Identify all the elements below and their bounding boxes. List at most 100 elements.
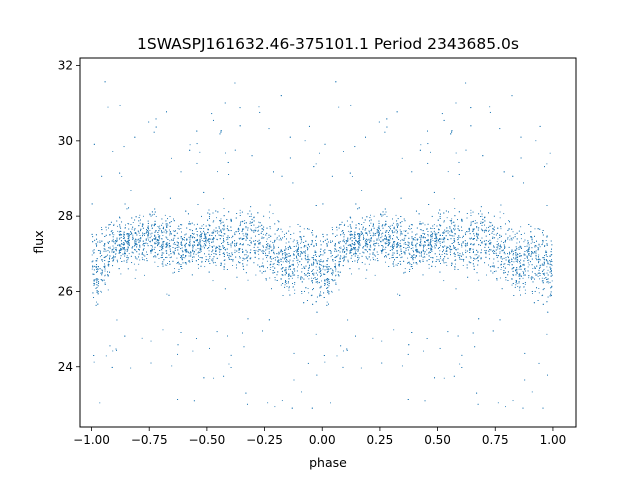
data-point — [551, 280, 553, 282]
data-point — [404, 237, 406, 239]
data-point — [259, 225, 261, 227]
data-point — [234, 249, 236, 251]
data-point — [159, 235, 161, 237]
data-point — [497, 244, 499, 246]
data-point — [382, 245, 384, 247]
data-point — [212, 221, 214, 223]
data-point — [399, 246, 401, 248]
data-point — [258, 221, 260, 223]
data-point — [294, 289, 296, 291]
data-point — [320, 264, 322, 266]
data-point — [94, 283, 96, 285]
data-point — [307, 248, 309, 250]
data-point — [393, 245, 395, 247]
data-point — [343, 238, 345, 240]
data-point — [503, 213, 505, 215]
data-point — [397, 293, 399, 295]
data-point — [430, 246, 432, 248]
data-point — [332, 260, 334, 262]
data-point — [441, 253, 443, 255]
data-point — [517, 256, 519, 258]
data-point — [335, 270, 337, 272]
data-point — [269, 217, 270, 219]
data-point — [134, 241, 135, 243]
data-point — [530, 254, 532, 256]
data-point — [336, 229, 338, 231]
data-point — [419, 261, 421, 262]
data-point — [250, 257, 252, 259]
data-point — [177, 228, 179, 229]
data-point — [361, 232, 363, 234]
data-point — [159, 225, 161, 227]
data-point — [227, 243, 229, 245]
data-point — [423, 350, 425, 352]
data-point — [307, 261, 309, 263]
data-point — [372, 257, 374, 259]
data-point — [315, 240, 316, 241]
data-point — [474, 235, 476, 237]
data-point — [250, 228, 252, 230]
data-point — [358, 259, 359, 261]
data-point — [481, 215, 483, 217]
data-point — [162, 222, 164, 224]
data-point — [478, 279, 480, 281]
data-point — [408, 228, 410, 229]
data-point — [486, 227, 488, 229]
data-point — [509, 264, 510, 266]
data-point — [120, 236, 122, 238]
data-point — [239, 225, 241, 227]
data-point — [193, 233, 195, 235]
data-point — [142, 232, 143, 234]
data-point — [301, 268, 303, 269]
data-point — [509, 253, 510, 255]
data-point — [424, 233, 426, 234]
data-point — [112, 238, 114, 240]
data-point — [469, 256, 471, 257]
data-point — [292, 241, 294, 243]
data-point — [155, 215, 157, 217]
data-point — [412, 249, 414, 251]
data-point — [536, 245, 538, 247]
data-point — [96, 301, 97, 303]
data-point — [308, 258, 310, 260]
data-point — [311, 263, 313, 265]
data-point — [532, 293, 533, 294]
data-point — [522, 277, 524, 279]
data-point — [334, 248, 336, 250]
data-point — [217, 171, 218, 173]
data-point — [484, 229, 485, 231]
data-point — [286, 259, 288, 261]
data-point — [109, 246, 111, 248]
data-point — [133, 263, 135, 265]
data-point — [273, 252, 274, 254]
data-point — [300, 254, 302, 256]
data-point — [401, 365, 403, 367]
data-point — [419, 229, 421, 231]
data-point — [514, 233, 516, 235]
data-point — [255, 249, 257, 251]
data-point — [166, 293, 168, 295]
data-point — [440, 245, 441, 247]
data-point — [142, 227, 144, 229]
data-point — [107, 289, 109, 291]
data-point — [443, 221, 445, 223]
data-point — [424, 256, 425, 258]
data-point — [347, 230, 349, 232]
data-point — [203, 224, 205, 226]
data-point — [391, 254, 393, 256]
data-point — [103, 245, 105, 247]
data-point — [499, 277, 501, 279]
data-point — [319, 152, 320, 154]
data-point — [400, 240, 401, 242]
data-point — [538, 254, 540, 256]
data-point — [293, 257, 295, 259]
data-point — [124, 249, 126, 251]
data-point — [443, 377, 445, 379]
data-point — [284, 233, 285, 235]
data-point — [532, 268, 534, 269]
data-point — [134, 244, 136, 246]
data-point — [104, 270, 106, 272]
data-point — [289, 275, 291, 277]
data-point — [451, 222, 453, 224]
data-point — [465, 249, 467, 251]
